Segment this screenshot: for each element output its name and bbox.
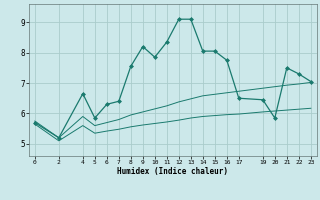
X-axis label: Humidex (Indice chaleur): Humidex (Indice chaleur): [117, 167, 228, 176]
